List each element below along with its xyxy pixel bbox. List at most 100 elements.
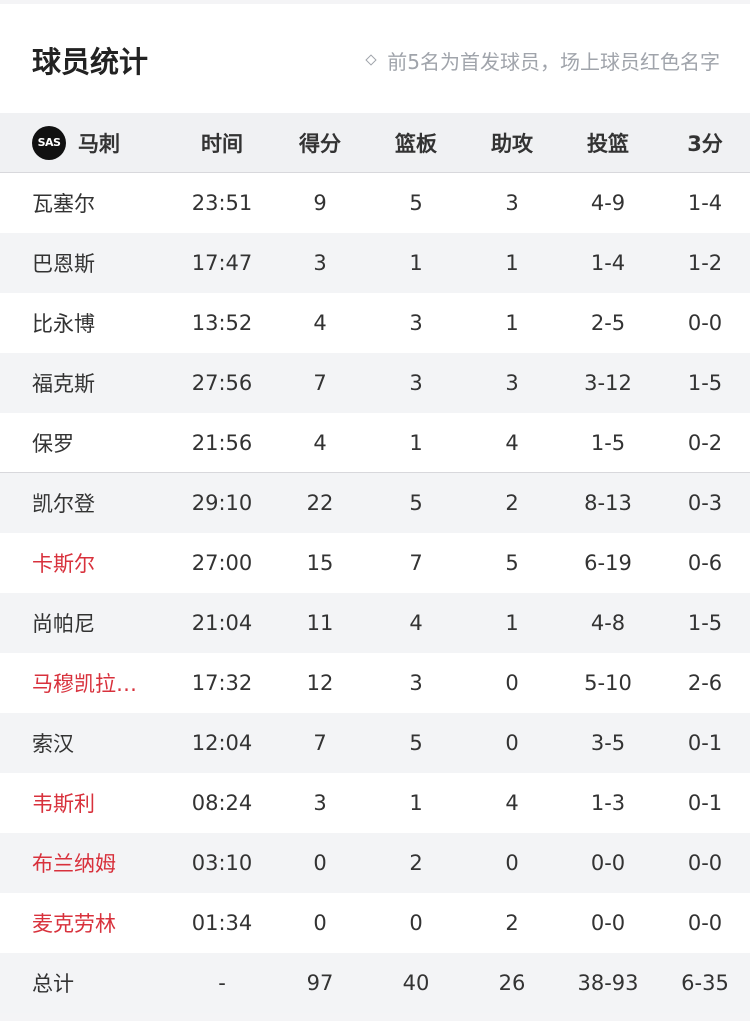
stat-points: 4 [313, 311, 327, 335]
player-row[interactable]: 保罗 21:56 4 1 4 1-5 0-2 [0, 413, 750, 473]
spurs-logo-icon: SAS [32, 125, 66, 160]
stat-three-pointers: 6-35 [681, 971, 729, 995]
stat-assists: 0 [505, 731, 519, 755]
player-row[interactable]: 麦克劳林 01:34 0 0 2 0-0 0-0 [0, 893, 750, 953]
legend-note: 前5名为首发球员，场上球员红色名字 [365, 46, 720, 75]
stat-field-goals: 5-10 [584, 671, 632, 695]
stat-assists: 3 [505, 371, 519, 395]
player-row[interactable]: 巴恩斯 17:47 3 1 1 1-4 1-2 [0, 233, 750, 293]
stat-time: - [218, 971, 226, 995]
col-assists[interactable]: 助攻 [491, 131, 533, 156]
player-name[interactable]: 保罗 [32, 431, 74, 456]
totals-row: 总计 - 97 40 26 38-93 6-35 [0, 953, 750, 1013]
player-name[interactable]: 瓦塞尔 [32, 192, 95, 216]
stat-three-pointers: 0-1 [687, 731, 723, 755]
stat-assists: 4 [505, 791, 519, 815]
stat-three-pointers: 0-0 [687, 911, 723, 935]
player-name[interactable]: 比永博 [32, 312, 95, 336]
stat-three-pointers: 0-2 [687, 430, 723, 455]
stat-three-pointers: 1-2 [687, 251, 723, 275]
stat-time: 29:10 [191, 491, 253, 515]
section-title: 球员统计 [32, 45, 149, 79]
stat-points: 4 [313, 430, 327, 455]
player-name[interactable]: 马穆凯拉… [32, 672, 137, 696]
stat-points: 3 [313, 791, 327, 815]
player-row[interactable]: 索汉 12:04 7 5 0 3-5 0-1 [0, 713, 750, 773]
stat-time: 12:04 [191, 731, 253, 755]
stat-rebounds: 1 [409, 430, 423, 455]
player-row[interactable]: 福克斯 27:56 7 3 3 3-12 1-5 [0, 353, 750, 413]
stat-rebounds: 4 [409, 611, 423, 635]
player-name[interactable]: 韦斯利 [32, 792, 95, 816]
col-rebounds[interactable]: 篮板 [395, 131, 437, 156]
stat-points: 0 [313, 911, 327, 935]
stat-rebounds: 40 [402, 971, 430, 995]
player-row[interactable]: 马穆凯拉… 17:32 12 3 0 5-10 2-6 [0, 653, 750, 713]
stat-three-pointers: 0-6 [687, 551, 723, 575]
player-row[interactable]: 布兰纳姆 03:10 0 2 0 0-0 0-0 [0, 833, 750, 893]
stat-points: 7 [313, 731, 327, 755]
stat-field-goals: 1-5 [590, 430, 626, 455]
totals-label: 总计 [32, 972, 74, 996]
stat-points: 12 [306, 671, 334, 695]
player-name[interactable]: 尚帕尼 [32, 612, 95, 636]
stat-time: 03:10 [191, 851, 253, 875]
stat-time: 17:32 [191, 671, 253, 695]
stat-field-goals: 3-5 [590, 731, 626, 755]
stat-rebounds: 2 [409, 851, 423, 875]
player-name[interactable]: 福克斯 [32, 372, 95, 396]
stat-assists: 1 [505, 311, 519, 335]
player-row[interactable]: 比永博 13:52 4 3 1 2-5 0-0 [0, 293, 750, 353]
stat-field-goals: 2-5 [590, 311, 626, 335]
stat-rebounds: 3 [409, 671, 423, 695]
stat-field-goals: 3-12 [584, 371, 632, 395]
stat-assists: 1 [505, 611, 519, 635]
stat-time: 21:04 [191, 611, 253, 635]
legend-note-text: 前5名为首发球员，场上球员红色名字 [387, 49, 720, 74]
stat-assists: 2 [505, 911, 519, 935]
diamond-icon [365, 54, 377, 66]
player-row[interactable]: 卡斯尔 27:00 15 7 5 6-19 0-6 [0, 533, 750, 593]
player-name[interactable]: 巴恩斯 [32, 252, 95, 276]
stat-time: 17:47 [191, 251, 253, 275]
stat-rebounds: 5 [409, 491, 423, 515]
stat-three-pointers: 1-4 [687, 191, 723, 215]
stat-time: 27:00 [191, 551, 253, 575]
table-header: SAS 马刺 时间 得分 篮板 助攻 投篮 3分 [0, 113, 750, 173]
player-name[interactable]: 凯尔登 [32, 492, 95, 516]
player-name[interactable]: 麦克劳林 [32, 912, 116, 936]
stat-time: 23:51 [191, 191, 253, 215]
col-field-goals[interactable]: 投篮 [587, 131, 629, 156]
stat-assists: 0 [505, 851, 519, 875]
player-row[interactable]: 凯尔登 29:10 22 5 2 8-13 0-3 [0, 473, 750, 533]
stat-time: 21:56 [191, 430, 253, 455]
stat-rebounds: 5 [409, 191, 423, 215]
stat-three-pointers: 1-5 [687, 611, 723, 635]
stat-field-goals: 0-0 [590, 911, 626, 935]
stat-rebounds: 5 [409, 731, 423, 755]
team-name: 马刺 [78, 131, 120, 156]
stat-assists: 5 [505, 551, 519, 575]
stat-assists: 0 [505, 671, 519, 695]
stat-time: 01:34 [191, 911, 253, 935]
col-points[interactable]: 得分 [299, 131, 341, 156]
stat-three-pointers: 0-1 [687, 791, 723, 815]
player-name[interactable]: 卡斯尔 [32, 552, 95, 576]
stat-assists: 4 [505, 430, 519, 455]
stat-points: 7 [313, 371, 327, 395]
player-name[interactable]: 索汉 [32, 732, 74, 756]
stat-points: 0 [313, 851, 327, 875]
stat-points: 97 [306, 971, 334, 995]
col-three-pointers[interactable]: 3分 [687, 131, 723, 156]
stat-points: 22 [306, 491, 334, 515]
stat-field-goals: 4-8 [590, 611, 626, 635]
stat-field-goals: 8-13 [584, 491, 632, 515]
stat-rebounds: 1 [409, 791, 423, 815]
player-name[interactable]: 布兰纳姆 [32, 852, 116, 876]
col-time[interactable]: 时间 [201, 131, 243, 156]
stat-three-pointers: 0-0 [687, 311, 723, 335]
team-cell[interactable]: SAS 马刺 [0, 125, 170, 160]
player-row[interactable]: 尚帕尼 21:04 11 4 1 4-8 1-5 [0, 593, 750, 653]
player-row[interactable]: 瓦塞尔 23:51 9 5 3 4-9 1-4 [0, 173, 750, 233]
player-row[interactable]: 韦斯利 08:24 3 1 4 1-3 0-1 [0, 773, 750, 833]
